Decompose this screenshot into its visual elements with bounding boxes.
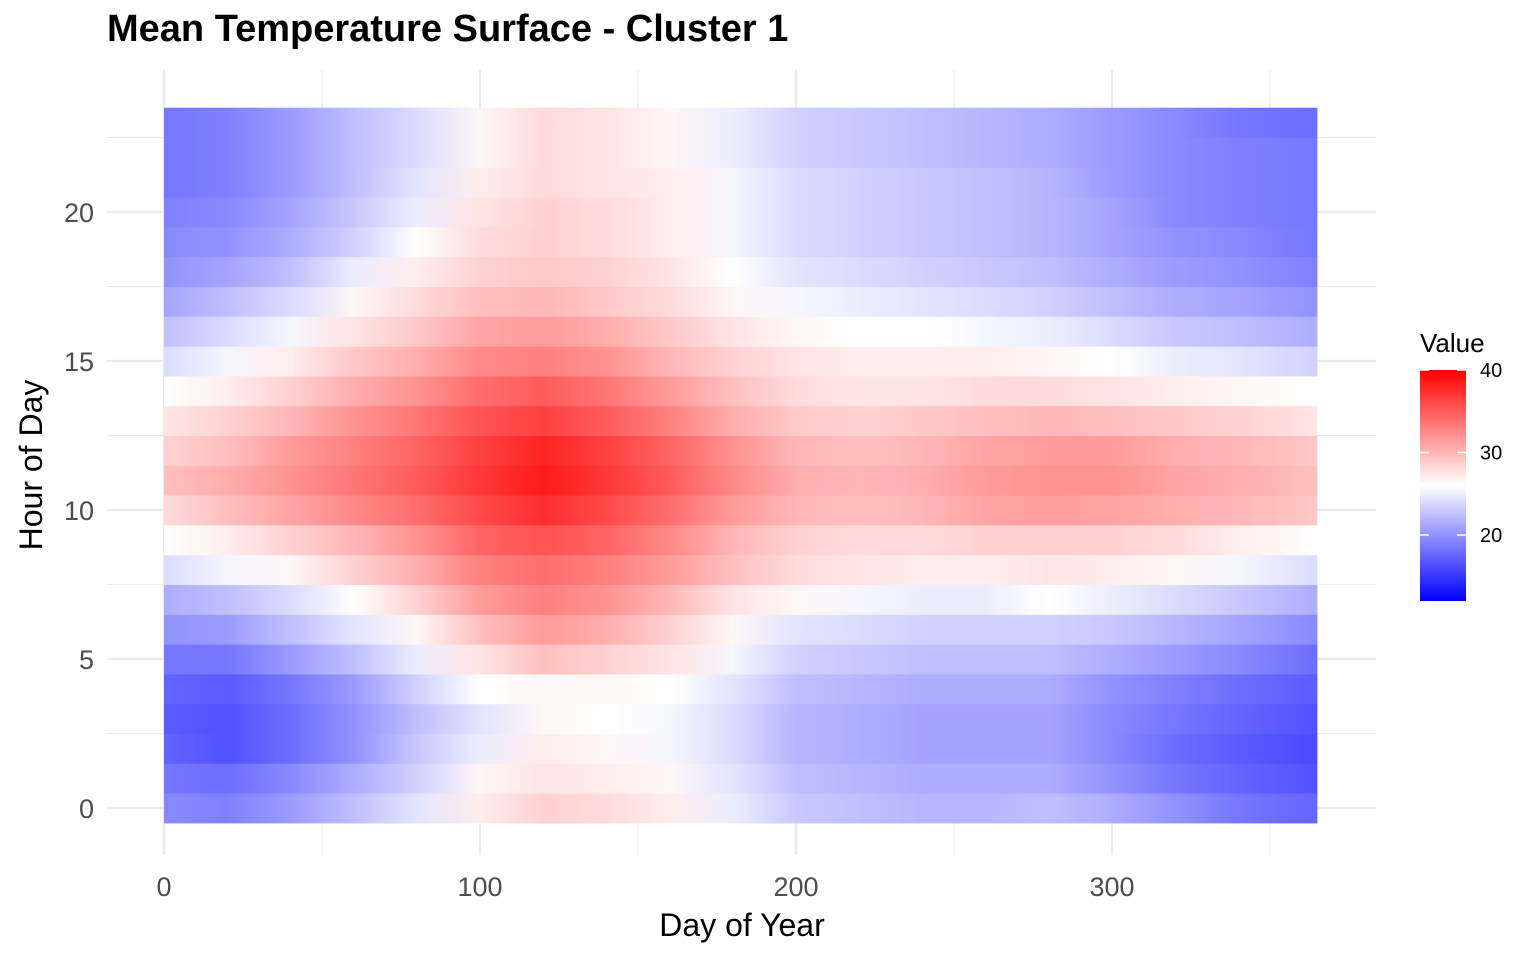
- x-axis-ticks: 0 100 200 300: [156, 872, 1134, 902]
- heatmap-band-hour-14: [164, 375, 1318, 407]
- heatmap-band-hour-19: [164, 226, 1318, 258]
- heatmap-band-hour-22: [164, 137, 1318, 168]
- x-axis-title: Day of Year: [659, 907, 825, 943]
- heatmap-band-hour-7: [164, 584, 1318, 615]
- x-tick-label: 200: [773, 872, 818, 902]
- y-tick-label: 5: [79, 645, 94, 675]
- x-tick-label: 300: [1089, 872, 1134, 902]
- heatmap-tiles: [164, 107, 1318, 824]
- heatmap-band-hour-17: [164, 286, 1318, 317]
- heatmap-band-hour-18: [164, 256, 1318, 287]
- heatmap-band-hour-23: [164, 107, 1318, 138]
- heatmap-band-hour-4: [164, 673, 1318, 705]
- y-tick-label: 0: [79, 794, 94, 824]
- heatmap-band-hour-6: [164, 614, 1318, 645]
- y-axis-ticks: 0 5 10 15 20: [64, 198, 94, 824]
- heatmap-band-hour-10: [164, 495, 1318, 526]
- legend-tick-label: 30: [1480, 443, 1502, 465]
- legend-colorbar: [1420, 370, 1466, 601]
- heatmap-band-hour-9: [164, 524, 1318, 556]
- heatmap-band-hour-2: [164, 733, 1318, 764]
- y-tick-label: 10: [64, 496, 94, 526]
- x-tick-label: 0: [156, 872, 171, 902]
- color-legend: Value 20 30 40: [1420, 328, 1502, 601]
- heatmap-band-hour-16: [164, 316, 1318, 347]
- heatmap-band-hour-1: [164, 763, 1318, 794]
- y-tick-label: 15: [64, 347, 94, 377]
- legend-tick-label: 20: [1480, 525, 1502, 547]
- legend-tick-label: 40: [1480, 360, 1502, 382]
- heatmap-band-hour-20: [164, 197, 1318, 228]
- y-tick-label: 20: [64, 198, 94, 228]
- heatmap-band-hour-0: [164, 793, 1318, 824]
- legend-ticks: 20 30 40: [1420, 360, 1502, 547]
- heatmap-band-hour-5: [164, 644, 1318, 675]
- y-axis-title: Hour of Day: [13, 380, 49, 551]
- legend-title: Value: [1420, 328, 1485, 358]
- heatmap-band-hour-3: [164, 703, 1318, 734]
- heatmap-band-hour-12: [164, 435, 1318, 466]
- heatmap-band-hour-11: [164, 465, 1318, 496]
- heatmap-band-hour-8: [164, 554, 1318, 585]
- x-tick-label: 100: [457, 872, 502, 902]
- heatmap-band-hour-15: [164, 346, 1318, 377]
- heatmap-band-hour-21: [164, 167, 1318, 198]
- heatmap-band-hour-13: [164, 405, 1318, 436]
- chart-title: Mean Temperature Surface - Cluster 1: [107, 8, 789, 50]
